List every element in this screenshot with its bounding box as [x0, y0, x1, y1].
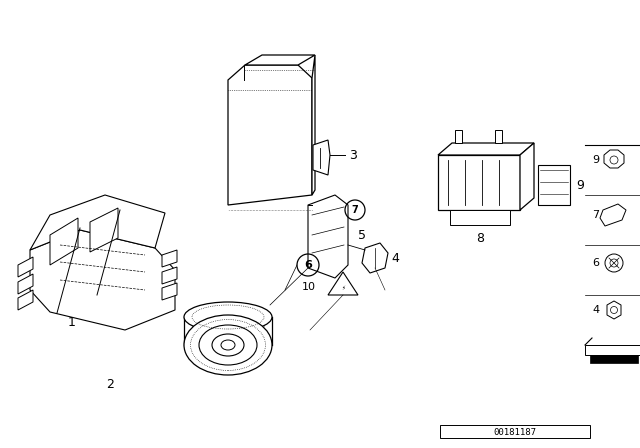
Polygon shape	[18, 290, 33, 310]
Polygon shape	[30, 195, 165, 250]
Polygon shape	[495, 130, 502, 143]
Polygon shape	[228, 65, 312, 205]
Text: 4: 4	[593, 305, 600, 315]
Text: 8: 8	[476, 232, 484, 245]
Text: 7: 7	[593, 210, 600, 220]
Polygon shape	[438, 143, 534, 155]
Text: 3: 3	[349, 148, 357, 161]
Polygon shape	[450, 210, 510, 225]
Polygon shape	[30, 230, 175, 330]
Polygon shape	[308, 195, 348, 278]
Polygon shape	[18, 274, 33, 294]
Polygon shape	[245, 55, 315, 65]
Polygon shape	[604, 150, 624, 168]
Polygon shape	[438, 155, 520, 210]
Text: ⚡: ⚡	[341, 285, 345, 290]
Text: 5: 5	[358, 228, 366, 241]
Text: 4: 4	[391, 251, 399, 264]
Polygon shape	[538, 165, 570, 205]
Text: 2: 2	[106, 379, 114, 392]
Polygon shape	[600, 204, 626, 226]
Text: 6: 6	[304, 260, 312, 270]
Text: 9: 9	[593, 155, 600, 165]
Polygon shape	[440, 425, 590, 438]
Text: 7: 7	[351, 205, 358, 215]
Ellipse shape	[184, 315, 272, 375]
Polygon shape	[90, 208, 118, 252]
Polygon shape	[585, 345, 640, 355]
Text: 00181187: 00181187	[493, 427, 536, 436]
Polygon shape	[455, 130, 462, 143]
Text: 10: 10	[302, 282, 316, 292]
Polygon shape	[590, 355, 638, 363]
Polygon shape	[18, 257, 33, 277]
Polygon shape	[50, 218, 78, 265]
Text: 1: 1	[68, 315, 76, 328]
Text: 9: 9	[576, 178, 584, 191]
Polygon shape	[162, 250, 177, 267]
Polygon shape	[162, 283, 177, 300]
Polygon shape	[313, 140, 330, 175]
Text: 6: 6	[593, 258, 600, 268]
Polygon shape	[362, 243, 388, 273]
Ellipse shape	[184, 302, 272, 332]
Polygon shape	[162, 267, 177, 284]
Polygon shape	[520, 143, 534, 210]
Polygon shape	[607, 301, 621, 319]
Polygon shape	[328, 272, 358, 295]
Polygon shape	[312, 55, 315, 195]
